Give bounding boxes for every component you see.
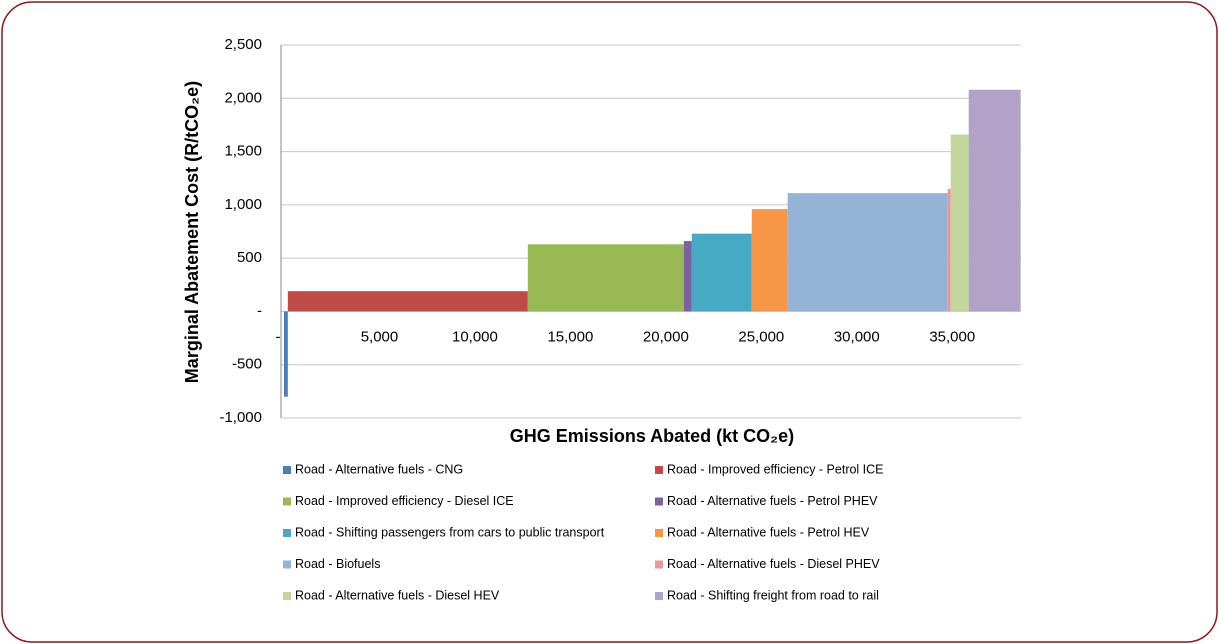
x-tick-label: 10,000 [452, 328, 498, 345]
legend-swatch [283, 497, 291, 506]
y-tick-label: 2,500 [224, 36, 262, 53]
bar [947, 188, 951, 312]
y-tick-label: -500 [232, 356, 262, 373]
bar [527, 244, 684, 312]
bar [284, 311, 288, 397]
bar [751, 209, 788, 312]
legend-label: Road - Shifting freight from road to rai… [667, 588, 879, 602]
legend-swatch [655, 560, 663, 569]
x-tick-label: 5,000 [361, 328, 399, 345]
y-tick-label: 1,000 [224, 196, 262, 213]
legend-label: Road - Improved efficiency - Diesel ICE [295, 494, 514, 508]
x-axis-title: GHG Emissions Abated (kt CO₂e) [510, 426, 794, 446]
x-tick-label: 35,000 [929, 328, 975, 345]
legend-swatch [283, 592, 291, 600]
bar [683, 241, 692, 312]
x-tick-label: 15,000 [547, 328, 593, 345]
bar [691, 233, 752, 312]
y-tick-label: -1,000 [219, 409, 262, 426]
legend-swatch [283, 529, 291, 537]
bar [968, 89, 1021, 312]
bar [787, 193, 948, 312]
legend-swatch [655, 592, 663, 600]
x-tick-label: 20,000 [643, 328, 689, 345]
x-tick-label: 25,000 [738, 328, 784, 345]
y-tick-label: 1,500 [224, 143, 262, 160]
legend-swatch [655, 497, 663, 506]
legend-label: Road - Alternative fuels - Petrol HEV [667, 525, 870, 539]
legend-label: Road - Alternative fuels - CNG [295, 462, 463, 476]
y-tick-label: 500 [237, 249, 262, 266]
y-axis-title: Marginal Abatement Cost (R/tCO₂e) [182, 81, 202, 383]
legend-label: Road - Biofuels [295, 557, 380, 571]
legend-label: Road - Alternative fuels - Petrol PHEV [667, 494, 878, 508]
legend-swatch [283, 560, 291, 569]
x-tick-label: 30,000 [834, 328, 880, 345]
x-tick-label: - [276, 328, 281, 345]
legend-label: Road - Alternative fuels - Diesel PHEV [667, 557, 880, 571]
legend-swatch [655, 529, 663, 537]
y-tick-label: - [257, 302, 262, 319]
legend-swatch [283, 466, 291, 474]
y-tick-label: 2,000 [224, 89, 262, 106]
bar [287, 291, 528, 312]
bar [950, 134, 969, 312]
legend-label: Road - Alternative fuels - Diesel HEV [295, 588, 500, 602]
legend-label: Road - Improved efficiency - Petrol ICE [667, 462, 884, 476]
legend-swatch [655, 466, 663, 474]
legend-label: Road - Shifting passengers from cars to … [295, 525, 605, 539]
